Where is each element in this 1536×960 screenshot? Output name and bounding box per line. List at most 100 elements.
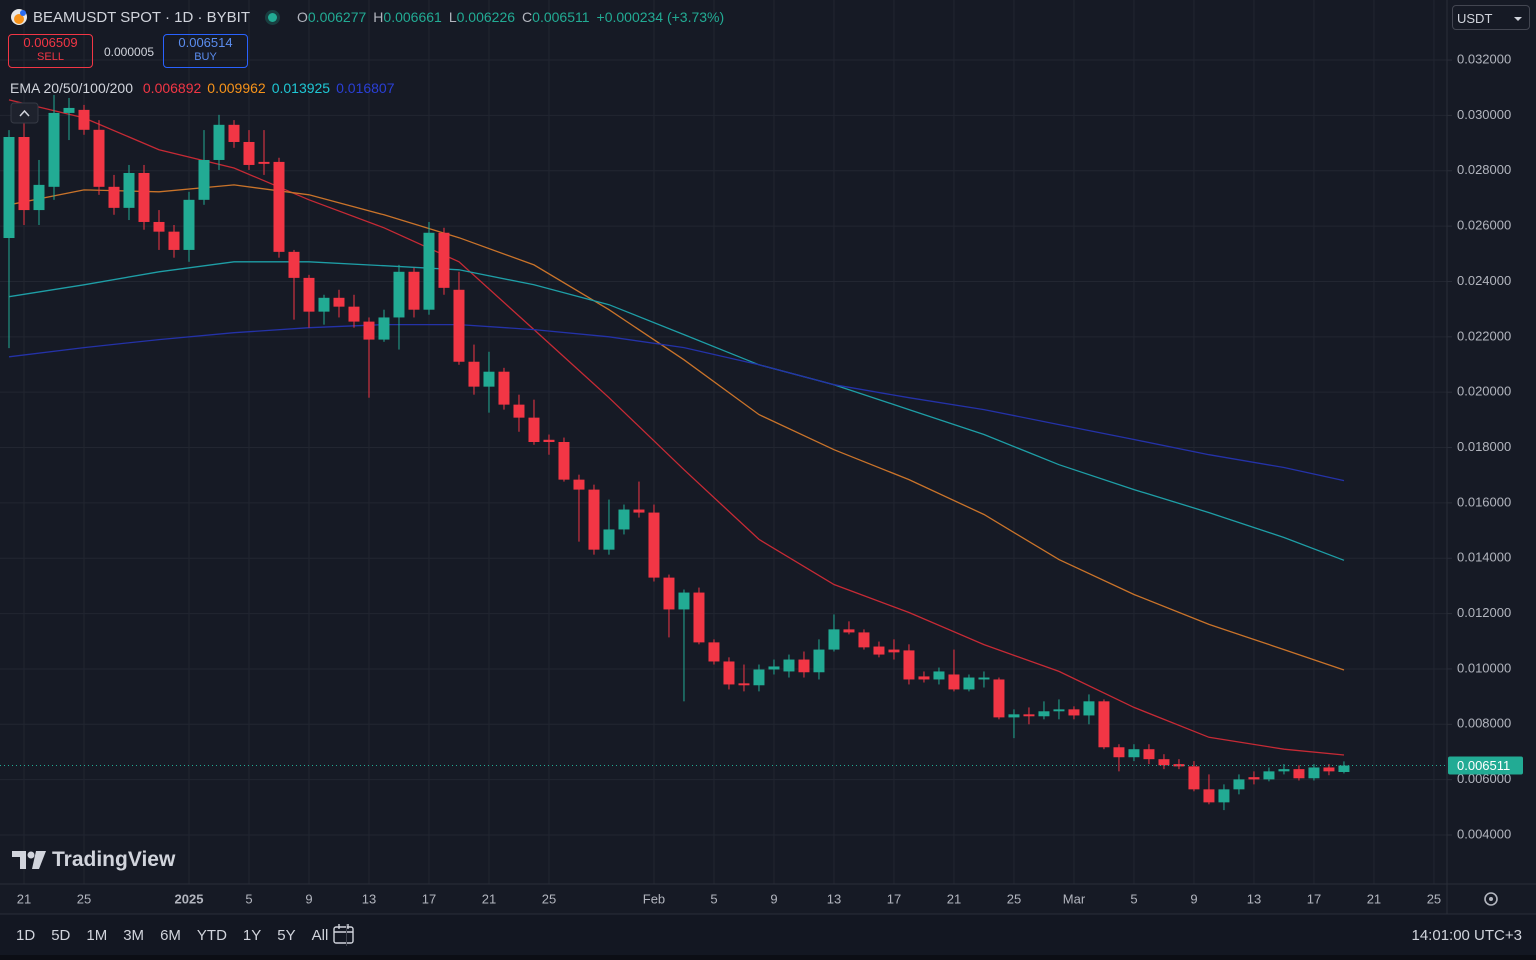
candle-body (693, 592, 705, 643)
range-button[interactable]: YTD (196, 926, 227, 944)
x-tick-label: 9 (305, 891, 312, 906)
candle-body (1278, 769, 1290, 772)
market-status (268, 12, 277, 22)
x-tick-label: 25 (542, 891, 556, 906)
candle-body (153, 221, 165, 232)
date-range-icon[interactable] (333, 924, 354, 944)
ohlc-key: L (448, 9, 457, 25)
sell-button[interactable]: 0.006509 SELL (8, 34, 93, 68)
candle-body (798, 659, 810, 673)
currency-select[interactable]: USDT (1452, 5, 1530, 30)
candle-body (708, 642, 720, 662)
candle-body (228, 124, 240, 142)
candle-body (393, 271, 405, 318)
range-button[interactable]: 5D (51, 926, 71, 944)
x-tick-label: 17 (887, 891, 901, 906)
y-tick-label: 0.012000 (1457, 605, 1511, 620)
candle-body (33, 184, 45, 211)
range-button[interactable]: 1D (16, 926, 36, 944)
candle-body (1143, 749, 1155, 760)
y-tick-label: 0.004000 (1457, 826, 1511, 841)
settings-icon[interactable] (1484, 892, 1498, 906)
candle-body (918, 676, 930, 680)
clock[interactable]: 14:01:00 UTC+3 (1411, 926, 1523, 944)
last-price-label: 0.006511 (1457, 758, 1510, 773)
candle-body (723, 661, 735, 685)
candle-body (603, 529, 615, 550)
y-tick-label: 0.020000 (1457, 384, 1511, 399)
collapse-button[interactable] (10, 102, 39, 124)
candle-body (438, 232, 450, 288)
candle-body (513, 404, 525, 418)
range-button[interactable]: 1Y (242, 926, 262, 944)
y-tick-label: 0.032000 (1457, 51, 1511, 66)
candle-body (168, 231, 180, 250)
candle-body (363, 321, 375, 340)
candle-body (333, 297, 345, 307)
range-button[interactable]: 6M (160, 926, 181, 944)
indicator-title[interactable]: EMA 20/50/100/200 (10, 80, 133, 96)
range-button[interactable]: 3M (123, 926, 145, 944)
candle-body (1218, 789, 1230, 803)
x-tick-label: 21 (482, 891, 496, 906)
candle-body (1128, 749, 1140, 758)
candle-body (858, 632, 870, 648)
candle-body (423, 232, 435, 310)
sell-price: 0.006509 (23, 35, 78, 50)
candle-body (813, 649, 825, 673)
x-tick-label: 17 (422, 891, 436, 906)
x-tick-label: 2025 (175, 891, 204, 906)
calendar-frame (333, 926, 354, 944)
y-tick-label: 0.030000 (1457, 107, 1511, 122)
x-tick-label: 25 (1007, 891, 1021, 906)
candle-body (678, 592, 690, 610)
ema-value: 0.006892 (142, 80, 202, 96)
candle-body (963, 677, 975, 690)
candle-body (1323, 767, 1335, 772)
ema-value: 0.009962 (207, 80, 266, 96)
last-price-box (1448, 756, 1523, 775)
candle-body (738, 683, 750, 686)
symbol-title[interactable]: BEAMUSDT SPOT · 1D · BYBIT (33, 8, 250, 26)
candle-body (3, 137, 15, 239)
candle-body (753, 669, 765, 686)
ema-line (8, 184, 1345, 671)
candle-body (888, 649, 900, 653)
bottom-edge (0, 955, 1536, 960)
candle-body (903, 650, 915, 680)
buy-price: 0.006514 (178, 35, 233, 50)
y-tick-label: 0.022000 (1457, 328, 1511, 343)
ema-line (8, 99, 1345, 756)
x-tick-label: 13 (1247, 891, 1261, 906)
y-tick-label: 0.008000 (1457, 716, 1511, 731)
range-button[interactable]: All (311, 926, 329, 944)
candle-body (63, 107, 75, 113)
buy-label: BUY (194, 51, 217, 63)
candle-body (948, 674, 960, 690)
y-tick-label: 0.024000 (1457, 273, 1511, 288)
candle-body (258, 161, 270, 164)
candle-body (1233, 779, 1245, 790)
candle-body (243, 141, 255, 165)
candle-body (1308, 767, 1320, 779)
x-tick-label: 13 (827, 891, 841, 906)
price-change: +0.000234 (+3.73%) (596, 9, 725, 25)
y-tick-label: 0.010000 (1457, 660, 1511, 675)
candle-body (1038, 711, 1050, 717)
candle-body (468, 361, 480, 387)
buy-button[interactable]: 0.006514 BUY (163, 34, 248, 68)
candle-body (318, 297, 330, 312)
range-button[interactable]: 5Y (277, 926, 296, 944)
candle-body (198, 159, 210, 200)
candle-body (1248, 777, 1260, 780)
x-tick-label: 17 (1307, 891, 1321, 906)
ema-line (8, 323, 1345, 482)
candle-body (1338, 765, 1350, 772)
x-tick-label: 25 (77, 891, 91, 906)
candle-body (1173, 764, 1185, 767)
candle-body (123, 172, 135, 208)
candle-body (633, 509, 645, 513)
range-button[interactable]: 1M (86, 926, 108, 944)
